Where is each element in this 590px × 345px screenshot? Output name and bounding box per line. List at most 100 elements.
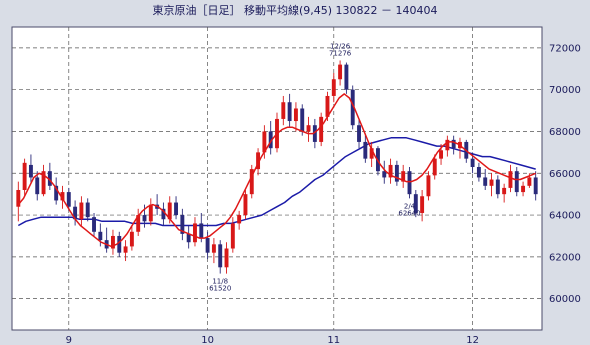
x-tick-label: 9 [66,335,72,345]
candle-body-down [268,131,273,149]
y-axis-ticks: 60000 62000 64000 66000 68000 70000 72000 [549,43,581,305]
candle-body-down [174,202,179,216]
candle-body-up [243,194,248,216]
candle-body-up [508,171,513,188]
candle-body-down [218,244,223,268]
candle-body-up [193,223,197,243]
grid-lines [12,27,542,330]
moving-average-line-45 [17,137,536,227]
candle-body-down [85,202,90,218]
candle-body-down [66,192,71,207]
candle-body-up [60,192,65,201]
candle-body-up [445,139,450,151]
x-tick-label: 12 [466,335,479,345]
candle-body-up [439,150,444,159]
candle-body-down [394,164,399,182]
candle-body-down [363,141,368,159]
candle-body-down [300,108,305,132]
candle-body-up [230,223,235,249]
candle-body-up [319,116,324,142]
candle-body-down [47,171,52,186]
x-tick-label: 10 [201,335,214,345]
candle-body-up [527,177,532,186]
candle-body-up [136,215,141,232]
annotation-price: 71276 [329,49,352,57]
y-tick-label: 64000 [549,211,581,222]
candle-body-down [344,64,349,90]
candle-body-down [205,238,210,253]
candle-body-up [110,235,115,249]
candle-body-down [73,206,78,220]
candles-layer [16,60,538,274]
candle-body-down [407,171,412,195]
moving-average-line-9 [17,93,536,248]
candle-body-down [483,177,488,186]
candle-body-down [476,167,481,178]
candle-body-up [521,185,526,193]
candle-body-down [142,215,147,222]
candle-body-down [533,177,538,195]
candle-body-up [22,162,27,190]
candle-body-down [312,125,317,142]
annotation-price: 62640 [398,209,420,217]
y-tick-label: 68000 [549,127,581,138]
annotation-date: 12/26 [330,42,351,50]
y-tick-label: 66000 [549,169,581,180]
candle-body-down [186,233,191,243]
ma-long-layer [17,137,536,227]
annotation-date: 11/8 [212,278,228,286]
annotation-price: 61520 [209,285,231,293]
candle-body-up [224,248,229,268]
candle-body-up [369,148,374,159]
candle-body-down [357,125,361,142]
ma-short-layer [17,93,536,248]
y-tick-label: 60000 [549,294,581,305]
candle-body-down [92,217,96,232]
candle-body-down [287,102,292,122]
plot-area [11,26,543,331]
candle-body-down [413,194,418,213]
candle-body-down [470,158,475,168]
y-tick-label: 62000 [549,252,581,263]
candle-body-up [331,79,336,96]
candle-body-down [382,171,387,178]
candle-body-down [35,177,40,195]
y-tick-label: 70000 [549,85,581,96]
candle-body-up [249,169,254,195]
candle-body-down [98,231,103,241]
candle-body-up [211,244,216,253]
candle-body-down [199,223,204,239]
candle-body-up [129,231,134,247]
chart-title: 東京原油［日足］ 移動平均線(9,45) 130822 － 140404 [152,3,437,17]
candle-body-up [388,164,393,178]
candle-body-up [502,187,507,195]
candle-body-down [350,89,355,126]
candle-body-up [148,204,153,222]
candle-body-down [514,171,519,193]
candle-body-up [489,179,494,186]
y-tick-label: 72000 [549,43,581,54]
candle-body-up [41,171,46,195]
candle-body-up [256,152,261,170]
x-axis-ticks: 91011122014234 [66,335,479,345]
candle-body-up [123,246,128,253]
candle-body-down [28,164,33,178]
candle-body-up [237,215,242,224]
candle-body-up [401,171,406,182]
candle-body-down [117,235,122,253]
candle-body-down [54,185,59,201]
candle-body-down [180,215,185,234]
candle-body-up [420,196,425,213]
candle-body-down [451,139,456,149]
candle-body-up [325,95,330,117]
candle-body-up [293,108,298,122]
candle-body-up [426,175,431,197]
candle-body-up [306,125,311,132]
candle-body-down [161,208,166,220]
x-tick-label: 11 [327,335,340,345]
candle-body-up [167,202,172,220]
candle-body-up [262,131,267,153]
